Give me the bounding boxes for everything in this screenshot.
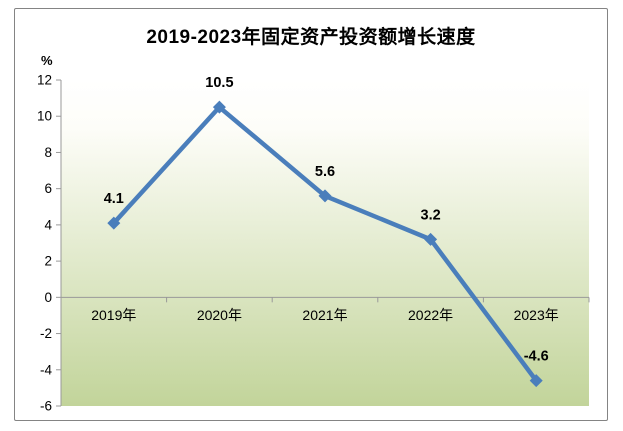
data-point-marker [424, 232, 438, 246]
y-axis-tick-label: 12 [37, 73, 52, 88]
data-point-label: -4.6 [524, 349, 549, 365]
data-point-marker [318, 189, 332, 203]
y-axis-tick-label: -4 [40, 362, 52, 377]
data-point-marker [107, 216, 121, 230]
y-axis-tick-label: 6 [44, 181, 52, 196]
x-axis-category-label: 2022年 [408, 307, 453, 323]
y-axis-tick-label: 2 [44, 254, 52, 269]
y-axis-tick-label: 8 [44, 145, 52, 160]
x-axis-category-label: 2023年 [514, 307, 559, 323]
data-point-label: 3.2 [421, 207, 441, 223]
x-axis-category-label: 2021年 [302, 307, 347, 323]
chart-title: 2019-2023年固定资产投资额增长速度 [146, 27, 476, 48]
data-point-label: 4.1 [104, 191, 124, 207]
y-axis-tick-label: -2 [40, 326, 52, 341]
x-axis-category-label: 2020年 [197, 307, 242, 323]
data-point-label: 5.6 [315, 164, 335, 180]
data-point-label: 10.5 [205, 75, 233, 91]
plot-svg: -6 -4 -2 0 2 4 6 8 10 12 2019年 2020年 2021年 2022年 2023年… [37, 73, 590, 414]
y-axis-tick-label: 0 [44, 290, 52, 305]
plot-area [61, 80, 589, 406]
x-axis-category-label: 2019年 [91, 307, 136, 323]
y-axis-tick-label: 10 [37, 109, 52, 124]
chart-container: 2019-2023年固定资产投资额增长速度 % -6 -4 -2 0 2 4 6 8 10 12 2… [14, 8, 608, 421]
y-axis-tick-label: -6 [40, 399, 52, 414]
y-axis-tick-label: 4 [44, 217, 52, 232]
data-point-marker [529, 374, 543, 388]
y-axis-unit-label: % [41, 53, 53, 68]
data-point-marker [212, 100, 226, 114]
